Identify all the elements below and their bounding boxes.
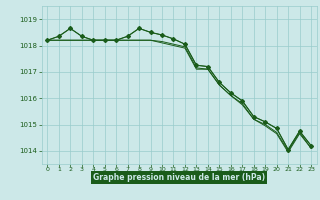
X-axis label: Graphe pression niveau de la mer (hPa): Graphe pression niveau de la mer (hPa) <box>93 173 265 182</box>
